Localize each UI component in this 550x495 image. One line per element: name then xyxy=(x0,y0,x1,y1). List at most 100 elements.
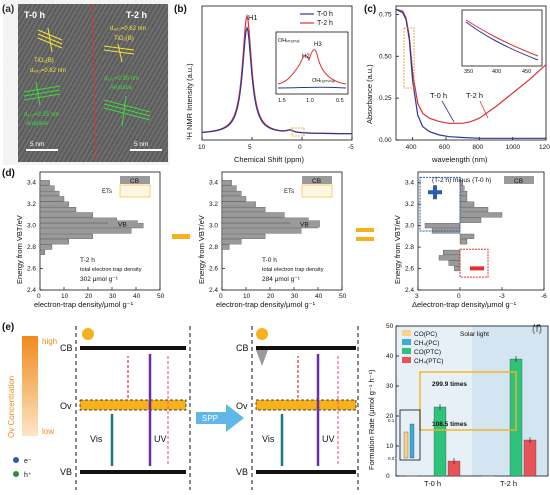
nmr-inset-h3: H3 xyxy=(314,42,322,48)
trap-xtick-label: -6 xyxy=(541,293,547,300)
trap-ytick-label: 2.8 xyxy=(209,244,218,251)
trap-axes xyxy=(417,171,545,291)
trap-bar xyxy=(221,239,242,245)
trap-bar xyxy=(459,190,468,196)
positive-region xyxy=(419,176,461,232)
trap-bar xyxy=(424,223,461,229)
trap-total-label: total electron trap density xyxy=(262,267,324,273)
trap-ytick-label: 2.8 xyxy=(27,244,36,251)
trap-bar xyxy=(39,217,117,223)
trap-xtick-label: 40 xyxy=(133,293,141,300)
trap-ytick-label: 3.0 xyxy=(209,223,218,230)
trap-bar xyxy=(221,244,230,250)
trap-ylabel: Energy from VBT/eV xyxy=(393,215,402,284)
trap-xtick-label: 20 xyxy=(267,293,275,300)
svg-text:1.0: 1.0 xyxy=(306,98,314,104)
trap-total: 284 μmol g⁻¹ xyxy=(262,276,301,283)
sun-icon-2 xyxy=(256,328,268,340)
nmr-zoom-box xyxy=(291,127,305,137)
trap-xtick-label: 3 xyxy=(415,293,419,300)
svg-text:CH₄(PC): CH₄(PC) xyxy=(414,340,439,347)
trap-bar xyxy=(221,212,285,218)
panel-label-d: (d) xyxy=(2,168,15,179)
trap-bar xyxy=(39,233,93,239)
scale-label-right: 5 nm xyxy=(134,141,148,148)
panel-b: (b) ¹H NMR Intensity (a.u.) Chemical Shi… xyxy=(174,4,354,164)
trap-xtick-label: 30 xyxy=(109,293,117,300)
vb-box xyxy=(290,220,320,228)
uv-label-t0: T-0 h xyxy=(430,91,447,100)
uv-ytick-label: 0.50 xyxy=(379,53,392,60)
uv-inset xyxy=(461,9,543,67)
svg-text:450: 450 xyxy=(522,69,531,75)
cb-label-2: CB xyxy=(236,343,249,353)
trap-ytick-label: 3.4 xyxy=(209,180,218,187)
rate-ann-0: 299.9 times xyxy=(432,381,467,388)
rate-category-label: T-0 h xyxy=(424,479,441,488)
tem-left-ann-2: d₁₀₁=0.35 nm xyxy=(24,112,59,118)
nmr-inset-oh-term: OHₜₑᵣₘᵢₙₐₗ xyxy=(312,78,335,84)
trap-ytick-label: 2.6 xyxy=(405,266,414,273)
trap-bar xyxy=(459,217,482,223)
rate-bar xyxy=(419,475,433,477)
nmr-inset xyxy=(275,31,349,95)
trap-bar xyxy=(39,228,132,234)
trap-bar xyxy=(221,217,309,223)
trap-ytick-label: 2.6 xyxy=(209,266,218,273)
tem-right-title: T-2 h xyxy=(126,10,147,20)
trap-bar xyxy=(459,239,468,245)
trap-bar xyxy=(221,207,266,213)
trap-bar xyxy=(221,228,302,234)
svg-text:CO(PTC): CO(PTC) xyxy=(414,349,441,356)
trap-bar xyxy=(459,207,489,213)
cb-box xyxy=(504,176,534,184)
svg-text:0.5: 0.5 xyxy=(336,98,344,104)
equals-sign-top xyxy=(356,228,374,232)
svg-text:Solar light: Solar light xyxy=(460,331,489,338)
svg-text:1.5: 1.5 xyxy=(278,98,286,104)
trap-bar xyxy=(443,249,461,255)
svg-text:0.1: 0.1 xyxy=(388,418,395,423)
uv-xtick-label: 1000 xyxy=(506,144,521,151)
rate-bar xyxy=(481,475,495,477)
nmr-peak-label: H1 xyxy=(248,13,258,22)
uv-zoom-box xyxy=(403,27,415,89)
ov-gradient-bar xyxy=(22,336,38,436)
svg-text:0.0: 0.0 xyxy=(388,456,395,461)
trap-bar xyxy=(39,207,77,213)
negative-region xyxy=(459,248,489,278)
trap-bar xyxy=(221,180,232,186)
uv-ylabel: Absorbance (a.u.) xyxy=(365,64,374,124)
trap-xtick-label: -3 xyxy=(499,293,505,300)
nmr-curve-t0h xyxy=(202,25,352,135)
trap-bar xyxy=(221,190,242,196)
rate-bar xyxy=(495,475,509,477)
trap-xlabel: electron-trap density/μmol g⁻¹ xyxy=(216,300,316,309)
trap-bar xyxy=(39,244,53,250)
trap-bar xyxy=(221,201,256,207)
panel-a: (a) T-0 h T-2 h TiO₂(B) d₄₀₀=0.62 nm d₁₀… xyxy=(2,3,168,163)
ov-label-2: Ov xyxy=(236,401,248,411)
sun-icon xyxy=(82,328,94,340)
uv-xtick-label: 400 xyxy=(406,144,417,151)
rate-ytick-label: 40 xyxy=(386,353,394,360)
uv-curve-t0h xyxy=(395,8,546,139)
trap-diff-title: (T-2 h) minus (T-0 h) xyxy=(432,177,491,184)
trap-ytick-label: 3.4 xyxy=(27,180,36,187)
ov-label-1: Ov xyxy=(60,401,72,411)
uv-xtick-label: 800 xyxy=(472,144,483,151)
rate-bar xyxy=(523,439,537,477)
trap-bar xyxy=(221,233,266,239)
trap-bar xyxy=(459,201,475,207)
divider-line xyxy=(91,3,97,163)
uv-xtick-label: 600 xyxy=(439,144,450,151)
trap-bar xyxy=(39,249,45,255)
trap-ytick-label: 3.2 xyxy=(405,201,414,208)
nmr-legend-t2: T-2 h xyxy=(317,20,333,27)
vis-label-2: Vis xyxy=(262,434,275,444)
panel-c: (c) Absorbance (a.u.) wavelength (nm) 40… xyxy=(364,4,550,164)
rate-axes xyxy=(395,325,549,477)
trap-bar xyxy=(448,260,461,266)
tem-left-ann-0: TiO₂(B) xyxy=(34,58,54,64)
cb-box-label: CB xyxy=(312,178,321,185)
